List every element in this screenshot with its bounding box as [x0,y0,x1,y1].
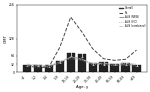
Bar [23,65,31,72]
Bar [88,63,97,72]
Bar [99,62,108,72]
Legend: Overall, NL, AUS (NSW), AUS (VIC), AUS (combined): Overall, NL, AUS (NSW), AUS (VIC), AUS (… [119,6,145,28]
X-axis label: Age, y: Age, y [76,85,88,89]
Bar [45,65,53,72]
Bar [110,63,119,72]
Y-axis label: GMT: GMT [3,34,8,43]
Bar [56,61,64,72]
Bar [122,63,130,72]
Bar [132,65,141,72]
Bar [67,53,75,72]
Bar [78,54,86,72]
Bar [34,65,42,72]
